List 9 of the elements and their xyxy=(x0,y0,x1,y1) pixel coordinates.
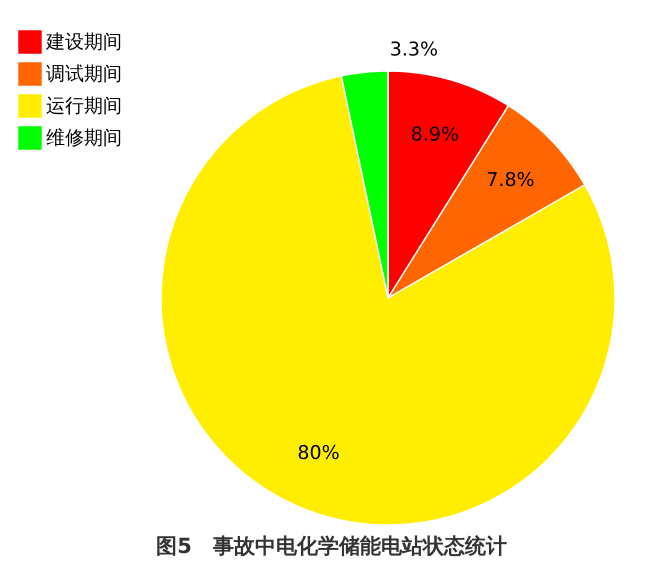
data-label: 7.8% xyxy=(486,169,535,192)
legend-label: 维修期间 xyxy=(46,127,122,149)
legend-label: 建设期间 xyxy=(45,31,122,53)
legend-label: 运行期间 xyxy=(46,95,122,117)
legend-label: 调试期间 xyxy=(46,63,122,85)
data-label: 80% xyxy=(297,442,340,464)
text: 图5 事故中电化学储能电站状态统计 xyxy=(156,534,507,558)
data-label: 3.3% xyxy=(390,38,438,60)
data-label: 8.9% xyxy=(410,124,460,146)
